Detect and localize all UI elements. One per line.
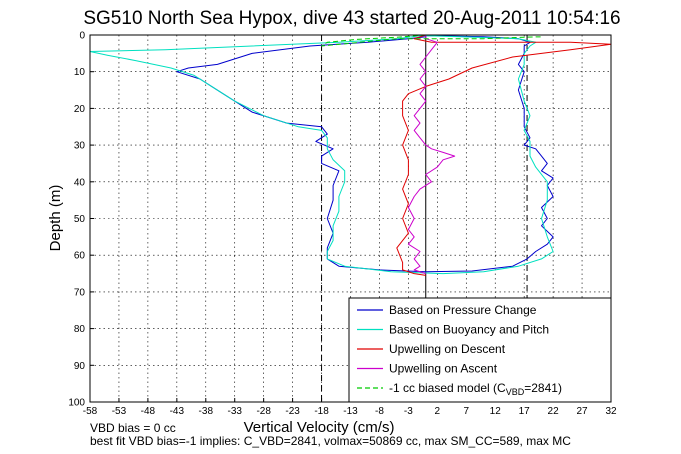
x-tick-label: -43 [170, 406, 185, 417]
x-tick-label: -38 [199, 406, 214, 417]
x-tick-label: -3 [404, 406, 413, 417]
legend-label: Upwelling on Ascent [389, 362, 498, 376]
x-tick-label: -18 [314, 406, 329, 417]
x-ticks: -58 -53 -48 -43 -38 -33 -28 -23 -18 -13 -8 -3 2 7 12 17… [83, 398, 617, 417]
legend-box [348, 297, 612, 403]
y-tick-label: 40 [74, 177, 86, 188]
x-tick-label: 17 [519, 406, 531, 417]
y-tick-label: 50 [74, 214, 86, 225]
y-tick-label: 60 [74, 251, 86, 262]
legend-label: Based on Pressure Change [389, 303, 537, 317]
legend-label: Upwelling on Descent [389, 342, 506, 356]
y-tick-label: 0 [79, 31, 85, 42]
series-line [89, 34, 554, 275]
legend-label: -1 cc biased model (CVBD=2841) [389, 381, 562, 397]
x-tick-label: -8 [375, 406, 384, 417]
x-tick-label: 22 [548, 406, 560, 417]
x-tick-label: -23 [285, 406, 300, 417]
series-line [407, 35, 456, 275]
x-tick-label: -28 [256, 406, 271, 417]
chart-title: SG510 North Sea Hypox, dive 43 started 2… [83, 8, 620, 29]
y-tick-label: 70 [74, 287, 86, 298]
x-axis-label: Vertical Velocity (cm/s) [244, 419, 395, 436]
footer-line-2: best fit VBD bias=-1 implies: C_VBD=2841… [90, 434, 571, 448]
y-axis-label: Depth (m) [47, 185, 64, 252]
x-tick-label: 2 [435, 406, 441, 417]
x-tick-label: 12 [490, 406, 502, 417]
series-line [396, 34, 612, 276]
footer-line-1: VBD bias = 0 cc [90, 421, 176, 435]
x-tick-label: -13 [343, 406, 358, 417]
series-line [176, 35, 554, 273]
y-ticks: 0 10 20 30 40 50 60 70 80 90 100 [68, 31, 94, 409]
y-tick-label: 90 [74, 361, 86, 372]
y-tick-label: 80 [74, 324, 86, 335]
x-tick-label: -58 [83, 406, 98, 417]
x-tick-label: 27 [576, 406, 588, 417]
x-tick-label: 32 [605, 406, 617, 417]
x-tick-label: -33 [227, 406, 242, 417]
x-tick-label: -53 [112, 406, 127, 417]
x-tick-label: 7 [463, 406, 469, 417]
series-group [89, 34, 612, 276]
legend-label: Based on Buoyancy and Pitch [389, 323, 549, 337]
y-tick-label: 20 [74, 104, 86, 115]
y-tick-label: 30 [74, 141, 86, 152]
legend: Based on Pressure Change Based on Buoyanc… [348, 297, 612, 403]
y-tick-label: 100 [68, 398, 85, 409]
series-line [321, 34, 542, 47]
y-tick-label: 10 [74, 67, 86, 78]
x-tick-label: -48 [141, 406, 156, 417]
